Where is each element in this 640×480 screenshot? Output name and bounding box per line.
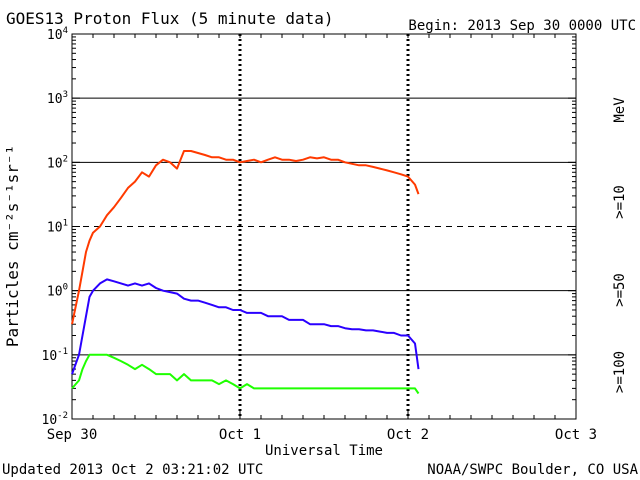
y-tick-label: 100 bbox=[47, 283, 68, 300]
legend-10mev: >=10 bbox=[612, 185, 628, 219]
x-tick-label: Oct 3 bbox=[555, 427, 597, 443]
x-axis-label: Universal Time bbox=[265, 443, 383, 459]
axis-layer: 10-2 10-1 100 101 102 103 104 Sep 30 Oct 1 Oct 2 O… bbox=[42, 26, 598, 443]
y-tick-label: 104 bbox=[47, 26, 68, 43]
series-line-0 bbox=[71, 150, 420, 325]
y-tick-label: 103 bbox=[47, 90, 68, 107]
y-tick-label: 101 bbox=[47, 219, 68, 236]
y-axis-label: Particles cm⁻²s⁻¹sr⁻¹ bbox=[3, 145, 22, 347]
begin-label: Begin: 2013 Sep 30 0000 UTC bbox=[408, 18, 636, 34]
chart-title: GOES13 Proton Flux (5 minute data) bbox=[6, 9, 334, 28]
y-tick-label: 10-2 bbox=[42, 411, 69, 428]
series-line-2 bbox=[71, 353, 420, 395]
grid-layer bbox=[72, 34, 576, 419]
series-layer bbox=[71, 150, 420, 395]
legend-100mev: >=100 bbox=[612, 351, 628, 393]
y-tick-label: 10-1 bbox=[42, 347, 69, 364]
series-line-1 bbox=[71, 278, 420, 375]
footer-updated: Updated 2013 Oct 2 03:21:02 UTC bbox=[2, 462, 263, 478]
x-tick-label: Oct 1 bbox=[219, 427, 261, 443]
plot-frame bbox=[71, 33, 577, 420]
footer-credit: NOAA/SWPC Boulder, CO USA bbox=[427, 462, 638, 478]
legend-unit: MeV bbox=[612, 97, 628, 123]
x-tick-label: Oct 2 bbox=[387, 427, 429, 443]
y-tick-label: 102 bbox=[47, 154, 68, 171]
x-tick-label: Sep 30 bbox=[47, 427, 98, 443]
legend-50mev: >=50 bbox=[612, 273, 628, 307]
